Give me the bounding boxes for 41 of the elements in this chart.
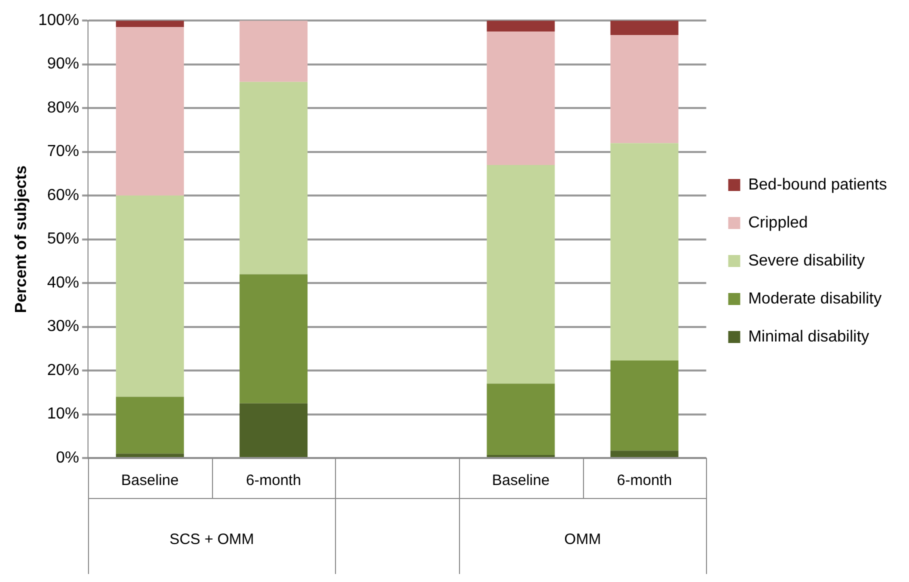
bar: [610, 35, 678, 144]
bar: [486, 164, 555, 384]
bar: [240, 82, 308, 274]
bar: [240, 274, 308, 404]
bar: [116, 27, 184, 196]
text: OMM: [564, 531, 601, 548]
y-tick-label: 50%: [47, 230, 80, 248]
y-tick-label: 100%: [38, 12, 80, 30]
legend-label: Minimal disability: [748, 328, 870, 346]
bar: [610, 360, 678, 451]
x-tick-label: Baseline: [121, 472, 179, 490]
y-tick-label: 20%: [47, 362, 80, 379]
bar: [486, 20, 555, 32]
bar: [610, 20, 678, 36]
bar: [486, 32, 555, 165]
legend-label: Severe disability: [748, 252, 865, 270]
y-axis-title: Percent of subjects: [13, 165, 30, 314]
bar: [116, 196, 184, 397]
y-tick-label: 10%: [47, 406, 80, 423]
legend-label: Bed-bound patients: [748, 176, 888, 194]
legend-label: Crippled: [748, 214, 808, 232]
text: SCS + OMM: [169, 531, 254, 548]
legend-label: Moderate disability: [748, 290, 882, 308]
x-tick-label: Baseline: [492, 472, 550, 490]
bar: [116, 454, 184, 457]
bar: [610, 450, 678, 457]
y-tick-label: 70%: [47, 143, 80, 160]
bar: [486, 384, 555, 455]
y-tick-label: 90%: [47, 56, 80, 73]
y-tick-label: 0%: [56, 449, 80, 466]
x-tick-label: 6-month: [246, 472, 302, 490]
x-tick-label: 6-month: [616, 472, 672, 490]
bar: [116, 20, 184, 28]
y-tick-label: 80%: [47, 99, 80, 116]
y-tick-label: 30%: [47, 318, 80, 336]
bar: [610, 143, 678, 360]
y-tick-label: 40%: [47, 274, 80, 292]
bar: [116, 396, 184, 454]
y-tick-label: 60%: [47, 186, 80, 204]
bar: [240, 403, 308, 457]
bar: [240, 20, 308, 82]
